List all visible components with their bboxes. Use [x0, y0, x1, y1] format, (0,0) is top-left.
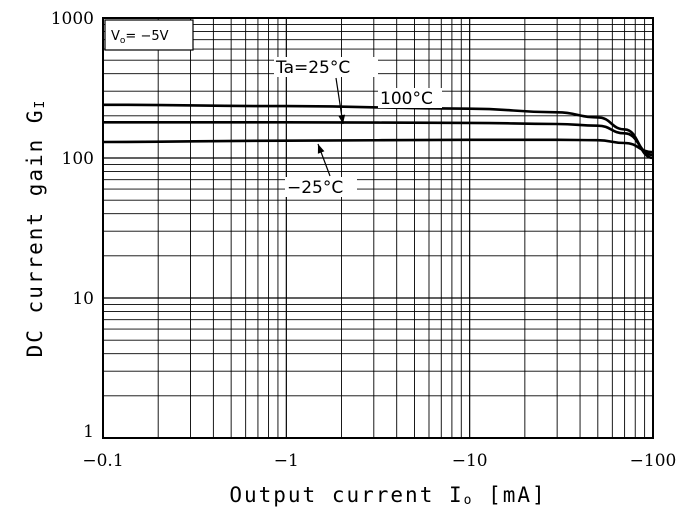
tick-labels: −0.1 −1 −10 −100 1 10 100 1000 [51, 9, 677, 471]
series-line [102, 138, 654, 154]
y-tick-label: 1 [83, 422, 94, 442]
plot-frame [102, 17, 654, 439]
series-group [102, 103, 654, 160]
annotation-25c: Ta=25°C [275, 58, 350, 78]
x-tick-label: −1 [274, 451, 299, 471]
condition-box [104, 19, 194, 51]
series-line [102, 103, 654, 160]
y-tick-label: 1000 [51, 9, 94, 29]
arrowhead-25c [338, 114, 346, 124]
annotation-minus25c-background [285, 177, 357, 197]
annotation-100c-background [378, 88, 442, 108]
series-line [103, 120, 654, 157]
x-tick-label: −0.1 [82, 451, 123, 471]
x-tick-label: −100 [630, 451, 677, 471]
x-axis-label: Output current Io [mA] [229, 483, 546, 508]
annotation-minus25c: −25°C [287, 178, 343, 198]
x-tick-label: −10 [452, 451, 488, 471]
condition-label: Vo= −5V [111, 29, 169, 46]
annotation-100c: 100°C [380, 89, 433, 109]
y-tick-label: 100 [62, 149, 94, 169]
y-tick-label: 10 [72, 289, 94, 309]
y-axis-label: DC current gain GI [23, 99, 48, 358]
annotation-25c-background [274, 57, 378, 77]
arrowhead-minus25c [317, 144, 325, 154]
grid [102, 18, 653, 439]
